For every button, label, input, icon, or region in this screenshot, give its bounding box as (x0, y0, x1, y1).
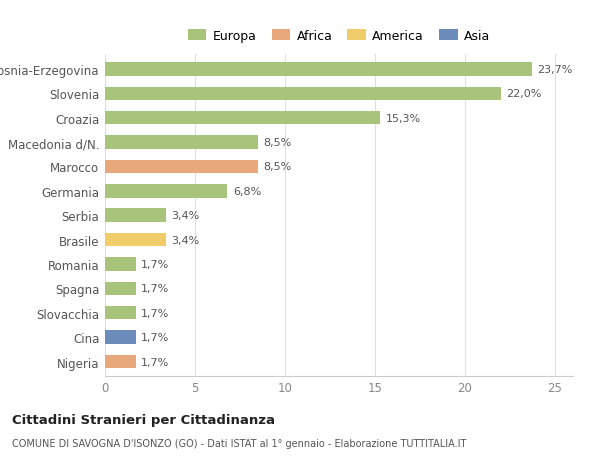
Text: 8,5%: 8,5% (263, 162, 292, 172)
Bar (105, 282, 136, 296)
Text: 22,0%: 22,0% (506, 89, 542, 99)
Bar (105, 307, 136, 320)
Text: 3,4%: 3,4% (172, 235, 200, 245)
Text: Cittadini Stranieri per Cittadinanza: Cittadini Stranieri per Cittadinanza (12, 413, 275, 426)
Bar (105, 209, 166, 223)
Bar (105, 331, 136, 344)
Bar (105, 257, 136, 271)
Bar (105, 112, 380, 125)
Text: 1,7%: 1,7% (141, 259, 169, 269)
Bar (105, 160, 258, 174)
Bar (105, 355, 136, 369)
Text: 1,7%: 1,7% (141, 308, 169, 318)
Bar (105, 233, 166, 247)
Text: 8,5%: 8,5% (263, 138, 292, 148)
Bar (105, 87, 501, 101)
Legend: Europa, Africa, America, Asia: Europa, Africa, America, Asia (188, 29, 490, 42)
Text: COMUNE DI SAVOGNA D'ISONZO (GO) - Dati ISTAT al 1° gennaio - Elaborazione TUTTIT: COMUNE DI SAVOGNA D'ISONZO (GO) - Dati I… (12, 438, 466, 448)
Text: 1,7%: 1,7% (141, 332, 169, 342)
Text: 6,8%: 6,8% (233, 186, 261, 196)
Text: 1,7%: 1,7% (141, 357, 169, 367)
Text: 23,7%: 23,7% (537, 65, 572, 75)
Bar (105, 136, 258, 149)
Bar (105, 185, 227, 198)
Bar (105, 63, 532, 76)
Text: 15,3%: 15,3% (386, 113, 421, 123)
Text: 1,7%: 1,7% (141, 284, 169, 294)
Text: 3,4%: 3,4% (172, 211, 200, 221)
